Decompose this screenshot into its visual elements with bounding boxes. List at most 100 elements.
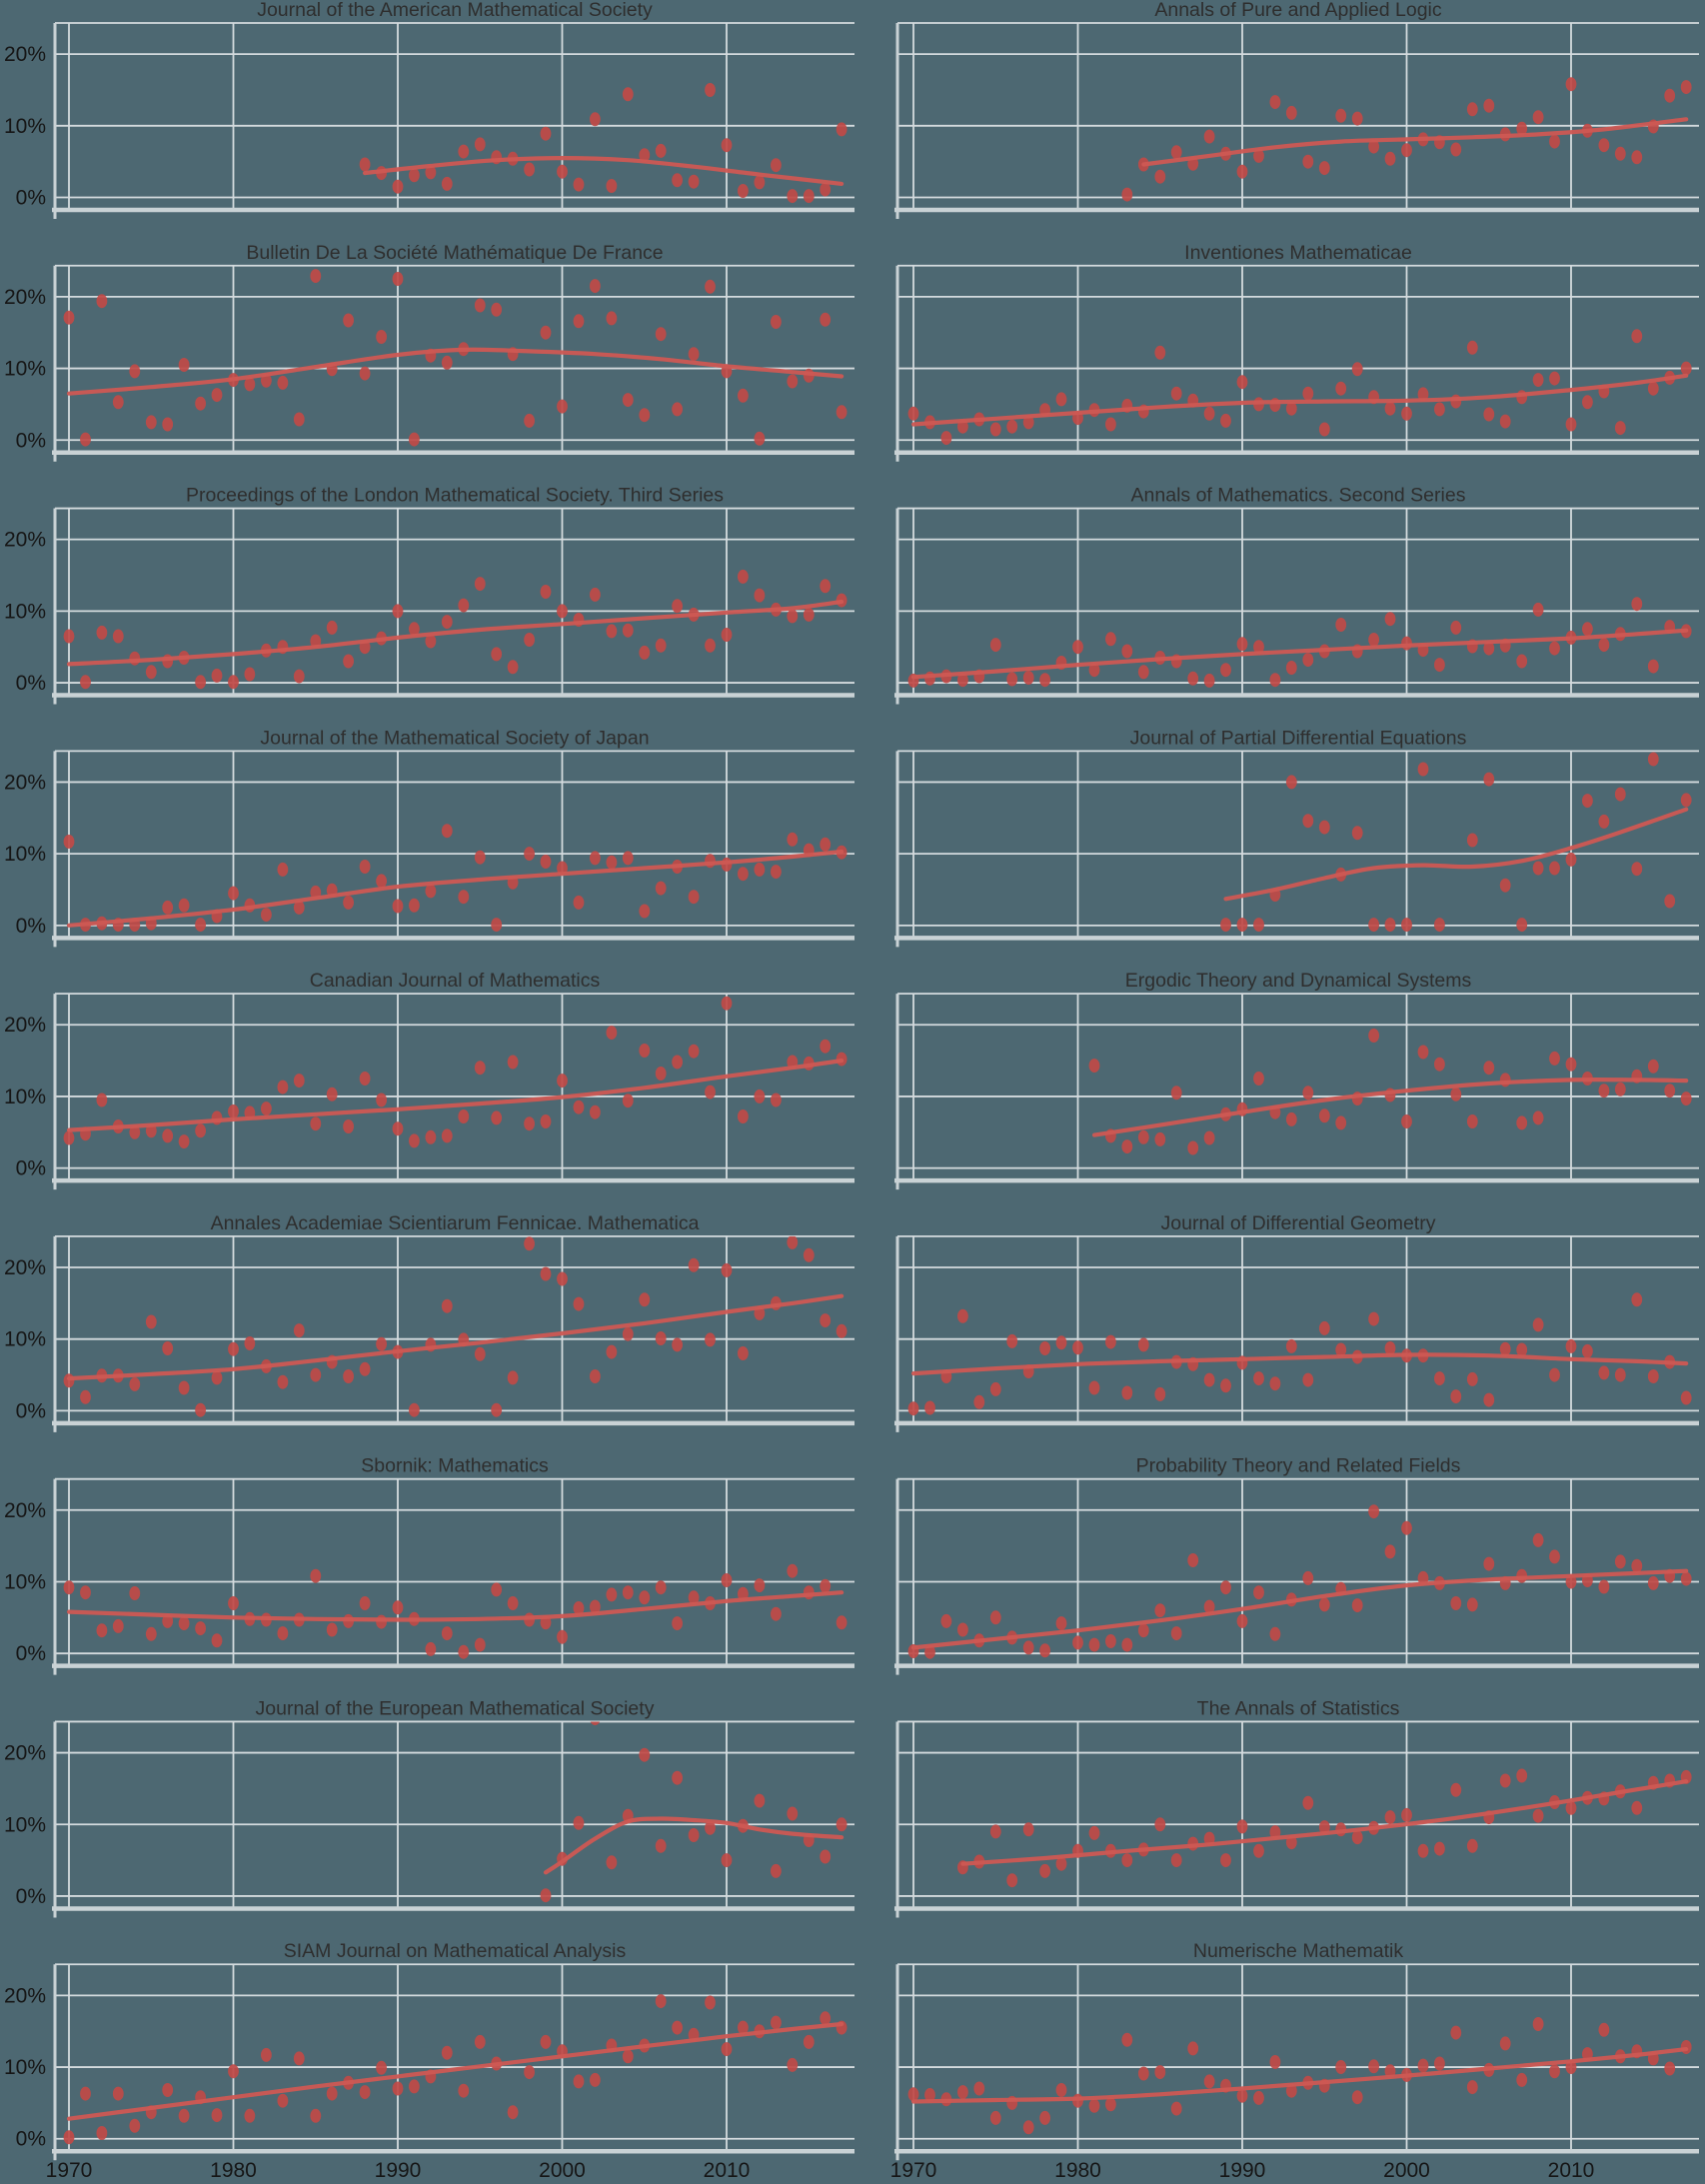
data-point — [343, 895, 354, 910]
data-point — [1154, 345, 1166, 360]
data-point — [655, 1580, 667, 1595]
gridlines — [897, 1963, 1699, 2152]
y-tick-label: 0% — [16, 1399, 46, 1422]
data-point — [1220, 413, 1231, 428]
data-point — [178, 898, 190, 913]
data-point — [1483, 1061, 1495, 1076]
data-point — [129, 1376, 141, 1391]
data-point — [820, 1039, 832, 1054]
data-point — [1220, 1580, 1231, 1595]
data-point — [540, 1266, 552, 1281]
data-point — [1236, 637, 1248, 652]
data-point — [1417, 1843, 1429, 1858]
y-tick-label: 10% — [4, 2056, 46, 2079]
data-point — [1072, 1635, 1083, 1650]
data-point — [507, 1055, 519, 1070]
data-point — [1285, 1338, 1297, 1353]
data-point — [1614, 1367, 1626, 1382]
data-point — [705, 83, 716, 97]
data-point — [1434, 402, 1445, 417]
data-point — [277, 1626, 289, 1641]
panel-title: Annals of Pure and Applied Logic — [1154, 0, 1442, 21]
data-point — [1582, 1343, 1593, 1358]
data-point — [1269, 673, 1281, 688]
data-point — [1549, 1051, 1560, 1066]
data-point — [1285, 661, 1297, 675]
panel-title: Journal of Differential Geometry — [1161, 1212, 1436, 1234]
data-point — [178, 2108, 190, 2123]
data-point — [1302, 814, 1314, 829]
panel-annals-of-mathematics-second-series: Annals of Mathematics. Second Series — [894, 485, 1699, 705]
data-point — [672, 1616, 683, 1631]
data-point — [112, 629, 124, 644]
data-point — [1203, 673, 1215, 688]
data-point — [989, 1610, 1001, 1625]
data-point — [1154, 169, 1166, 184]
panel-title: Sbornik: Mathematics — [361, 1455, 549, 1477]
trend-line — [910, 2047, 1689, 2104]
data-point — [474, 137, 486, 152]
data-point — [836, 405, 848, 420]
data-point — [590, 279, 601, 294]
data-point — [655, 1994, 667, 2009]
data-point — [1450, 620, 1462, 635]
data-point — [606, 1026, 618, 1041]
data-point — [1170, 145, 1182, 160]
data-point — [573, 1815, 585, 1830]
data-point — [441, 824, 453, 839]
trend-line — [910, 373, 1689, 427]
y-tick-label: 10% — [4, 1086, 46, 1108]
data-point — [1269, 1376, 1281, 1391]
data-point — [326, 2086, 338, 2101]
data-point — [524, 633, 535, 647]
scatter-points — [1220, 752, 1692, 933]
data-point — [129, 2118, 141, 2133]
data-point — [1516, 1342, 1528, 1357]
data-point — [1647, 1575, 1659, 1590]
data-point — [277, 862, 289, 877]
data-point — [359, 366, 371, 381]
data-point — [293, 669, 305, 684]
data-point — [672, 599, 683, 614]
data-point — [1088, 1059, 1100, 1074]
data-point — [1351, 826, 1363, 841]
data-point — [622, 851, 634, 866]
data-point — [1368, 1311, 1379, 1326]
data-point — [1105, 1334, 1116, 1349]
data-point — [1434, 1371, 1445, 1386]
panel-title: Proceedings of the London Mathematical S… — [186, 485, 724, 507]
data-point — [820, 1313, 832, 1328]
data-point — [803, 1247, 815, 1262]
data-point — [359, 2085, 371, 2100]
data-point — [639, 645, 651, 660]
data-point — [1384, 612, 1396, 627]
data-point — [162, 1341, 174, 1355]
data-point — [1499, 878, 1511, 893]
data-point — [441, 355, 453, 370]
data-point — [1335, 1342, 1347, 1357]
data-point — [63, 629, 75, 644]
data-point — [1631, 862, 1643, 877]
trend-line — [1091, 1078, 1689, 1137]
data-point — [441, 176, 453, 191]
data-point — [1466, 340, 1478, 355]
data-point — [973, 2081, 985, 2096]
data-point — [1532, 1110, 1544, 1125]
data-point — [277, 2093, 289, 2108]
y-tick-label: 20% — [4, 1742, 46, 1765]
data-point — [655, 638, 667, 653]
data-point — [1269, 1825, 1281, 1840]
data-point — [1598, 2022, 1610, 2037]
data-point — [1170, 1086, 1182, 1100]
data-point — [162, 417, 174, 432]
data-point — [721, 628, 733, 642]
data-point — [1072, 1340, 1083, 1355]
data-point — [1516, 654, 1528, 669]
y-tick-label: 0% — [16, 429, 46, 452]
gridlines — [897, 1235, 1699, 1423]
data-point — [1121, 1139, 1133, 1154]
data-point — [392, 604, 404, 619]
panel-journal-of-the-american-mathematical-society: Journal of the American Mathematical Soc… — [4, 0, 854, 219]
data-point — [80, 1585, 91, 1600]
data-point — [1384, 151, 1396, 166]
